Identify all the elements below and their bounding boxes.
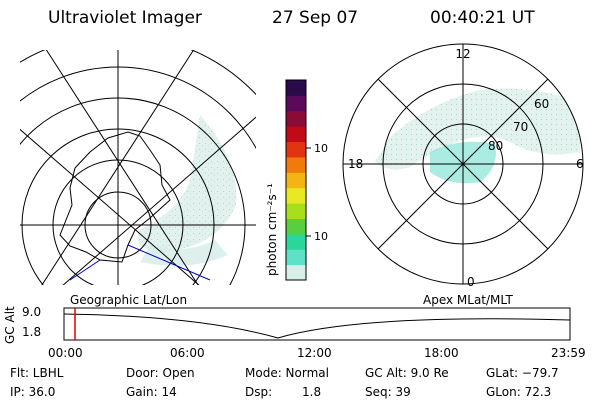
colorbar-segment	[286, 156, 306, 173]
timeline-right-title: Apex MLat/MLT	[423, 293, 513, 307]
mlat-label-70: 70	[513, 120, 528, 134]
mlt-label-0: 0	[467, 275, 475, 289]
instrument-title: Ultraviolet Imager	[48, 8, 202, 28]
glon-info: GLon: 72.3	[486, 385, 552, 399]
timeline-y-axis-label: GC Alt	[3, 306, 17, 344]
colorbar-unit-label: photon cm⁻²s⁻¹	[265, 183, 279, 276]
colorbar-segment	[286, 187, 306, 204]
image-date: 27 Sep 07	[272, 8, 359, 28]
geographic-map	[20, 50, 256, 285]
colorbar-segment	[286, 95, 306, 112]
colorbar-segment	[286, 172, 306, 189]
colorbar-segment	[286, 233, 306, 250]
timeline-x-tick-2359: 23:59	[551, 346, 586, 360]
ip-info: IP: 36.0	[10, 385, 56, 399]
polar-plot: 12 18 6 0 60 70 80	[342, 43, 584, 289]
timeline-x-tick-0000: 00:00	[48, 346, 83, 360]
timeline-left-title: Geographic Lat/Lon	[70, 293, 188, 307]
dsp-value: 1.8	[302, 385, 322, 399]
timeline-y-tick-1-8: 1.8	[22, 325, 42, 339]
mlt-label-18: 18	[348, 157, 363, 171]
image-time: 00:40:21 UT	[430, 8, 535, 28]
timeline-x-tick-0600: 06:00	[170, 346, 205, 360]
mlat-label-60: 60	[534, 97, 549, 111]
colorbar-segment	[286, 203, 306, 219]
colorbar-segment	[286, 264, 306, 281]
mlat-label-80: 80	[488, 139, 503, 153]
gc-alt-info: GC Alt: 9.0 Re	[365, 366, 449, 380]
colorbar-segment	[286, 141, 306, 158]
mode-info: Mode: Normal	[245, 366, 329, 380]
door-info: Door: Open	[126, 366, 195, 380]
colorbar-segment	[286, 126, 306, 143]
timeline-x-tick-1800: 18:00	[424, 346, 459, 360]
colorbar-tick-10: 10	[314, 230, 328, 243]
polar-aurora	[375, 88, 580, 170]
mlt-label-12: 12	[455, 47, 470, 61]
colorbar-tick-100: 100	[314, 142, 328, 155]
colorbar-segment	[286, 80, 306, 96]
mlt-label-6: 6	[576, 157, 584, 171]
glat-info: GLat: −79.7	[486, 366, 559, 380]
timeline-y-tick-9: 9.0	[22, 305, 42, 319]
seq-info: Seq: 39	[365, 385, 411, 399]
continent-outline	[59, 131, 171, 263]
colorbar-segment	[286, 110, 306, 127]
dsp-label: Dsp:	[245, 385, 273, 399]
aurora-glow	[137, 115, 237, 252]
colorbar: 100 10 photon cm⁻²s⁻¹	[265, 79, 328, 281]
colorbar-segment	[286, 218, 306, 235]
filter-info: Flt: LBHL	[10, 366, 64, 380]
orbit-timeline	[63, 307, 571, 341]
timeline-x-tick-1200: 12:00	[297, 346, 332, 360]
gain-info: Gain: 14	[126, 385, 177, 399]
colorbar-segment	[286, 249, 306, 266]
